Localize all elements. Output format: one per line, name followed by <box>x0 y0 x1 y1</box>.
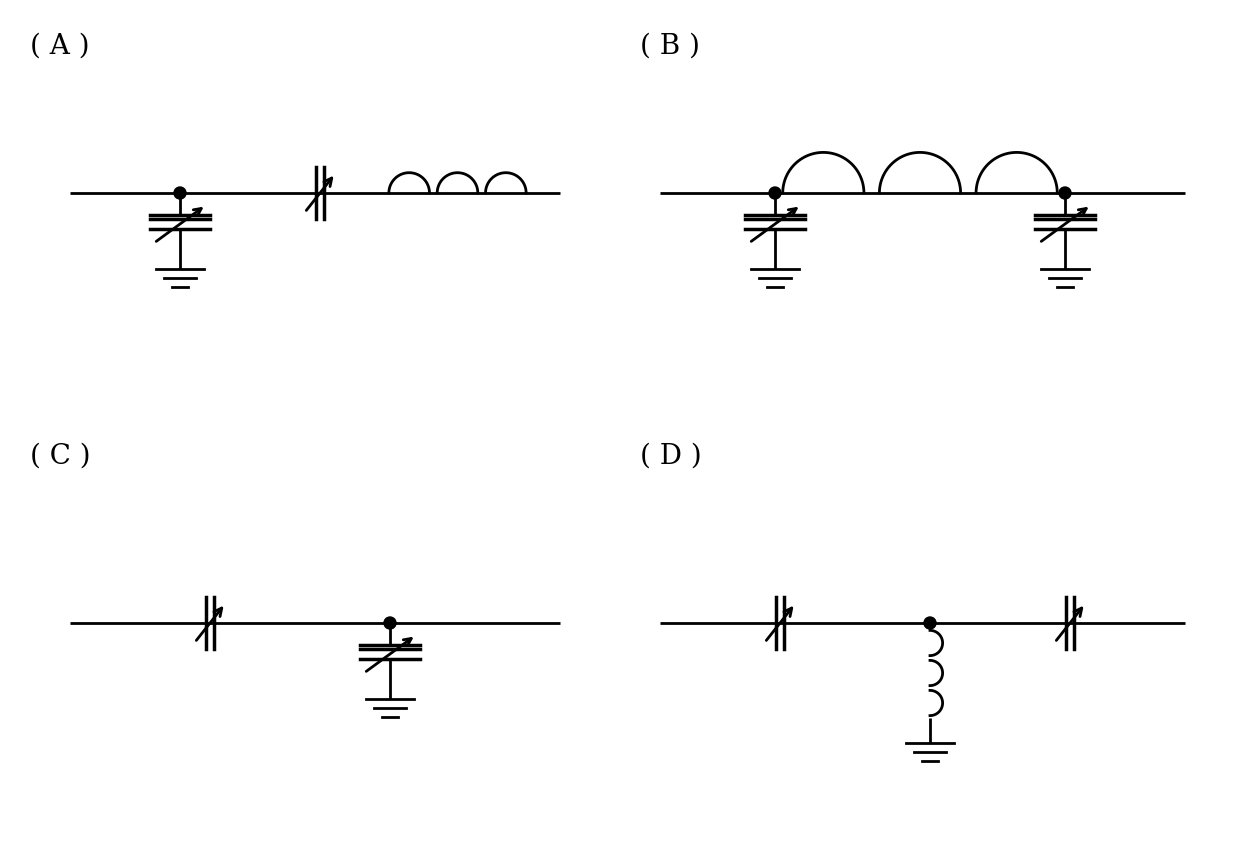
Circle shape <box>384 617 396 629</box>
Text: ( C ): ( C ) <box>30 443 91 470</box>
Circle shape <box>769 187 781 199</box>
Text: ( D ): ( D ) <box>640 443 702 470</box>
Text: ( A ): ( A ) <box>30 33 89 60</box>
Circle shape <box>174 187 186 199</box>
Circle shape <box>924 617 936 629</box>
Text: ( B ): ( B ) <box>640 33 701 60</box>
Circle shape <box>1059 187 1071 199</box>
